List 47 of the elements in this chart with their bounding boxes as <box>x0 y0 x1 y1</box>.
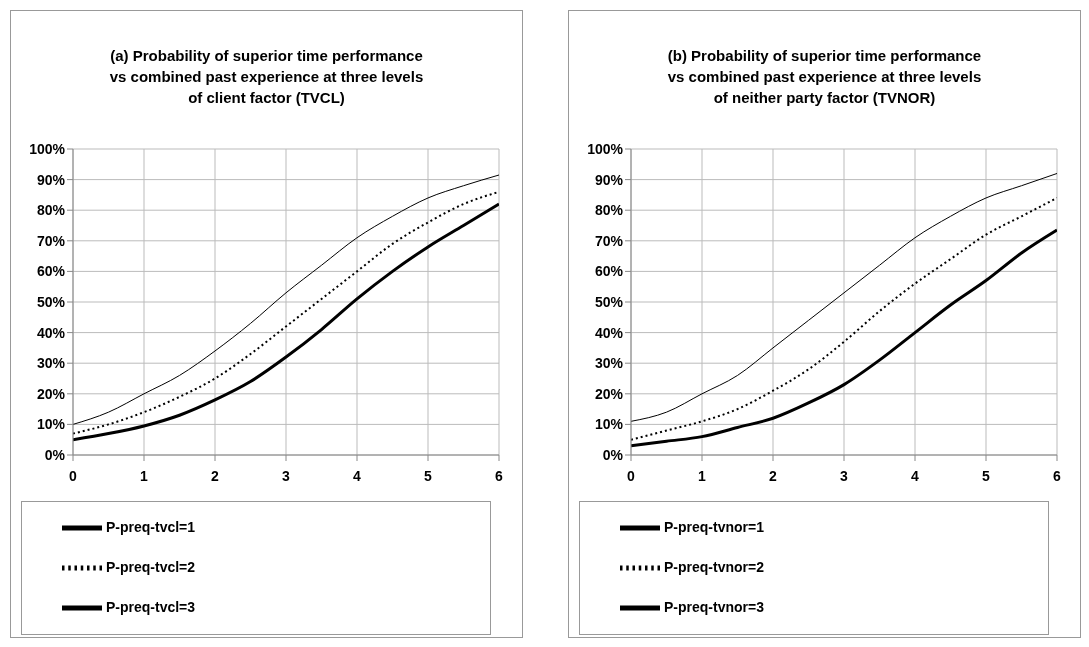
y-tick-label: 70% <box>36 232 66 249</box>
chart-title: (b) Probability of superior time performance vs combined past experience at three levels of neither party factor (TVNOR) <box>666 46 983 108</box>
y-tick-label: 30% <box>36 355 66 372</box>
y-tick-label: 20% <box>594 385 624 402</box>
legend-label: P-preq-tvcl=3 <box>106 598 196 615</box>
x-tick-label: 5 <box>424 467 433 484</box>
line-series <box>631 172 1057 422</box>
y-tick-label: 100% <box>29 140 66 157</box>
line-series <box>631 228 1057 448</box>
chart-title: (a) Probability of superior time performance vs combined past experience at three levels of client factor (TVCL) <box>108 46 425 108</box>
legend-label: P-preq-tvnor=1 <box>664 518 764 535</box>
y-tick-label: 90% <box>594 171 624 188</box>
x-tick-label: 5 <box>982 467 991 484</box>
x-tick-label: 1 <box>140 467 149 484</box>
x-tick-label: 3 <box>840 467 849 484</box>
x-tick-label: 6 <box>495 467 504 484</box>
y-tick-label: 0% <box>602 446 624 463</box>
y-tick-label: 50% <box>36 293 66 310</box>
legend-label: P-preq-tvcl=2 <box>106 558 196 575</box>
y-tick-label: 10% <box>36 416 66 433</box>
y-tick-label: 50% <box>594 293 624 310</box>
x-tick-label: 4 <box>911 467 920 484</box>
y-tick-label: 100% <box>587 140 624 157</box>
legend-label: P-preq-tvnor=3 <box>664 598 764 615</box>
x-tick-label: 4 <box>353 467 362 484</box>
legend-label: P-preq-tvnor=2 <box>664 558 764 575</box>
x-tick-label: 1 <box>698 467 707 484</box>
y-tick-label: 0% <box>44 446 66 463</box>
y-tick-label: 80% <box>594 202 624 219</box>
x-tick-label: 0 <box>69 467 78 484</box>
y-tick-label: 70% <box>594 232 624 249</box>
y-tick-label: 60% <box>36 263 66 280</box>
y-tick-label: 60% <box>594 263 624 280</box>
y-tick-label: 30% <box>594 355 624 372</box>
x-tick-label: 3 <box>282 467 291 484</box>
y-tick-label: 20% <box>36 385 66 402</box>
x-tick-label: 2 <box>769 467 778 484</box>
x-tick-label: 6 <box>1053 467 1062 484</box>
y-tick-label: 80% <box>36 202 66 219</box>
x-tick-label: 2 <box>211 467 220 484</box>
y-tick-label: 90% <box>36 171 66 188</box>
legend-label: P-preq-tvcl=1 <box>106 518 196 535</box>
y-tick-label: 40% <box>36 324 66 341</box>
y-tick-label: 10% <box>594 416 624 433</box>
y-tick-label: 40% <box>594 324 624 341</box>
x-tick-label: 0 <box>627 467 636 484</box>
line-series <box>631 196 1057 441</box>
